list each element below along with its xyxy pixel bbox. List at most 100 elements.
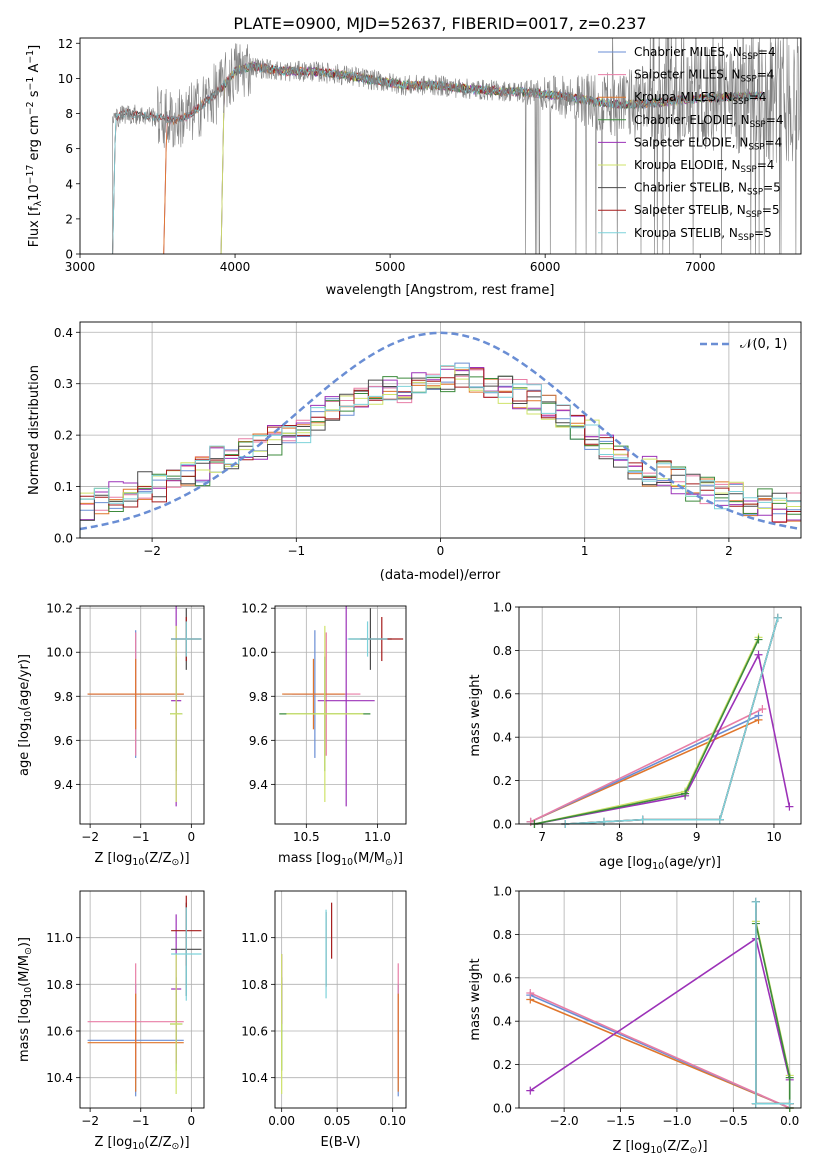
weight-marker xyxy=(754,650,763,659)
age-weight-panel-xlabel: age [log10(age/yr)] xyxy=(599,855,721,872)
label-part: )] xyxy=(17,654,32,664)
legend-label: Kroupa ELODIE, NSSP=4 xyxy=(634,158,774,175)
label-part: −1 xyxy=(25,77,36,91)
label-part: )] xyxy=(179,1135,189,1150)
label-part: ⊙ xyxy=(385,857,393,868)
weight-marker xyxy=(751,1099,760,1108)
y-tick-label: 0.1 xyxy=(54,480,73,494)
weight-marker xyxy=(785,802,794,811)
axes-frame xyxy=(274,890,407,1109)
spectrum-ylabel: Flux [fλ10−17 erg cm−2 s−1 A−1] xyxy=(25,45,44,247)
x-tick-label: 0.05 xyxy=(324,1114,351,1128)
histogram-8 xyxy=(80,365,801,538)
weight-marker xyxy=(785,1073,794,1082)
x-tick-label: −1 xyxy=(132,1114,150,1128)
mass-metallicity-panel-ylabel: mass [log10(M/M⊙)] xyxy=(17,937,34,1062)
observed-spectrum xyxy=(112,38,801,254)
legend-label: Salpeter MILES, NSSP=4 xyxy=(634,68,774,85)
weight-marker xyxy=(599,817,608,826)
y-tick-label: 10.2 xyxy=(241,602,268,616)
label-part: ( xyxy=(17,706,32,711)
label-part: Salpeter ELODIE, N xyxy=(634,135,748,149)
mass-extinction-panel-xlabel: E(B-V) xyxy=(320,1135,360,1150)
residual-histogram: −2 −1 0 1 2 0.0 0.1 0.2 0.3 0.4 𝒩(0, 1) (data-model… xyxy=(27,321,802,583)
y-tick-label: 0.8 xyxy=(493,644,512,658)
label-part: Z/Z xyxy=(667,1139,689,1154)
x-tick-label: −1.0 xyxy=(662,1114,691,1128)
x-tick-label: 1 xyxy=(581,544,589,558)
axes-frame xyxy=(79,37,802,255)
label-part: age/yr xyxy=(669,855,711,870)
label-part: 10 xyxy=(132,1141,144,1152)
x-tick-label: 7000 xyxy=(685,260,716,274)
label-part: SSP xyxy=(738,233,754,243)
x-tick-label: 0.00 xyxy=(268,1114,295,1128)
y-tick-label: 1.0 xyxy=(493,885,512,899)
mass-metallicity-panel-xlabel: Z [log10(Z/Z⊙)] xyxy=(94,1135,189,1152)
label-part: ] xyxy=(27,45,42,50)
y-tick-label: 1.0 xyxy=(493,601,512,615)
label-part: −1 xyxy=(25,50,36,64)
y-tick-label: 0.8 xyxy=(493,928,512,942)
label-part: ⊙ xyxy=(23,947,34,955)
x-tick-label: 10.5 xyxy=(293,830,320,844)
x-tick-label: −1.5 xyxy=(606,1114,635,1128)
x-tick-label: −1 xyxy=(132,830,150,844)
age-metallicity-panel-ylabel: age [log10(age/yr)] xyxy=(17,654,34,776)
label-part: =5 xyxy=(762,203,780,217)
axes-frame xyxy=(79,605,205,825)
y-tick-label: 0.6 xyxy=(493,971,512,985)
label-part: Kroupa STELIB, N xyxy=(634,226,738,240)
histogram-xlabel: (data-model)/error xyxy=(380,568,501,583)
label-part: age [log xyxy=(599,855,652,870)
x-tick-label: −2 xyxy=(81,830,99,844)
x-tick-label: 0.10 xyxy=(379,1114,406,1128)
y-tick-label: 10.8 xyxy=(46,978,73,992)
weight-marker xyxy=(754,711,763,720)
y-tick-label: 4 xyxy=(65,177,73,191)
y-tick-label: 0.4 xyxy=(54,326,73,340)
label-part: mass [log xyxy=(278,851,341,866)
weight-marker xyxy=(758,704,767,713)
axes-frame xyxy=(274,605,407,825)
legend-label: Kroupa MILES, NSSP=4 xyxy=(634,90,767,107)
label-part: Kroupa ELODIE, N xyxy=(634,158,741,172)
weight-marker xyxy=(526,817,535,826)
age-metallicity-panel-xlabel: Z [log10(Z/Z⊙)] xyxy=(94,851,189,868)
label-part: SSP xyxy=(741,165,757,175)
label-part: )] xyxy=(393,851,403,866)
y-tick-label: 10.6 xyxy=(46,1025,73,1039)
label-part: λ xyxy=(33,200,44,206)
normal-curve xyxy=(80,331,801,531)
weight-marker xyxy=(526,1086,535,1095)
label-part: Chabrier ELODIE, N xyxy=(634,113,750,127)
label-part: E(B-V) xyxy=(320,1135,360,1150)
age-metallicity-panel: −2 −1 09.49.69.810.010.2Z [log10(Z/Z⊙)]age… xyxy=(17,602,205,868)
label-part: mass [log xyxy=(17,999,32,1062)
label-part: Z [log xyxy=(94,851,132,866)
label-part: ( xyxy=(17,982,32,987)
x-tick-label: −0.5 xyxy=(719,1114,748,1128)
label-part: f xyxy=(27,206,42,211)
label-part: ( xyxy=(662,1139,667,1154)
label-part: SSP xyxy=(742,52,758,62)
x-tick-label: 2 xyxy=(725,544,733,558)
label-part: erg cm xyxy=(27,115,42,164)
label-part: Kroupa MILES, N xyxy=(634,90,733,104)
label-part: =4 xyxy=(749,90,767,104)
label-part: =4 xyxy=(758,45,776,59)
spectrum-xlabel: wavelength [Angstrom, rest frame] xyxy=(326,283,555,298)
x-tick-label: 8 xyxy=(616,830,624,844)
y-tick-label: 9.4 xyxy=(54,778,73,792)
label-part: Z [log xyxy=(612,1139,650,1154)
label-part: ( xyxy=(144,851,149,866)
label-part: Z/Z xyxy=(149,1135,171,1150)
label-part: 10 xyxy=(23,987,34,999)
y-tick-label: 10 xyxy=(58,72,73,86)
x-tick-label: 6000 xyxy=(530,260,561,274)
y-tick-label: 8 xyxy=(65,107,73,121)
axes-frame xyxy=(79,890,205,1109)
metallicity-weight-panel-xlabel: Z [log10(Z/Z⊙)] xyxy=(612,1139,707,1156)
